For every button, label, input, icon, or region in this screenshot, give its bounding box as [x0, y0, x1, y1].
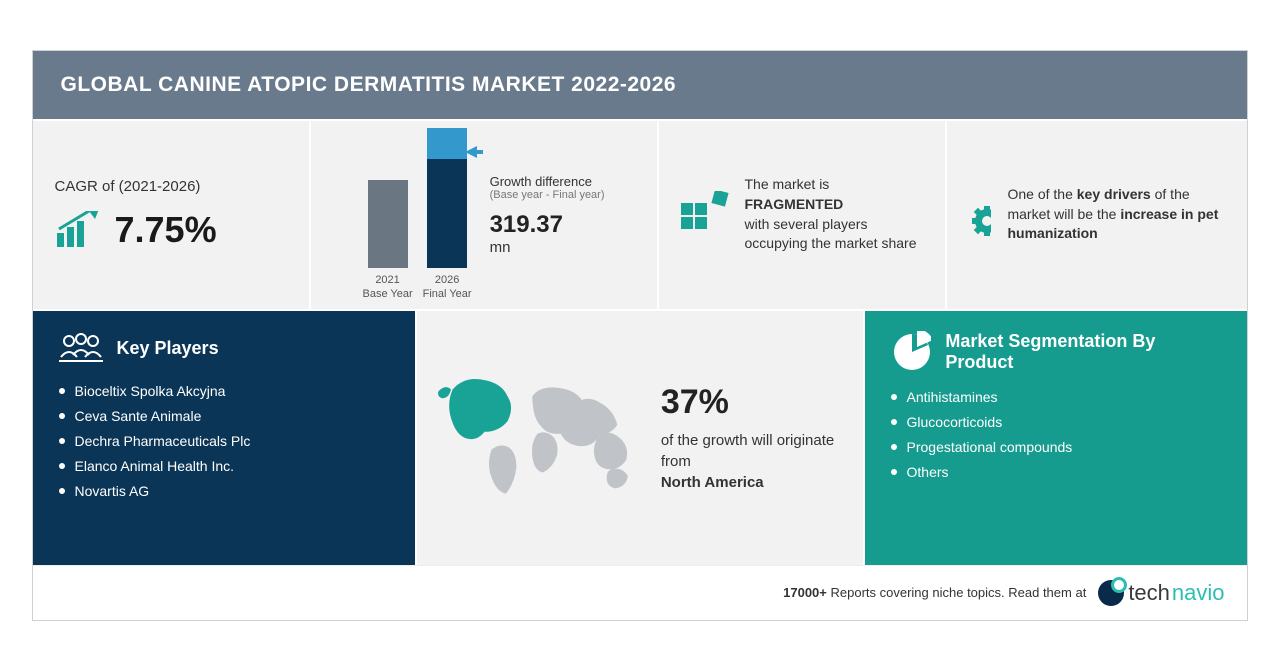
arrow-left-icon: [465, 144, 483, 160]
region-pct: 37%: [661, 383, 845, 422]
driver-text: One of the key drivers of the market wil…: [1007, 185, 1224, 244]
region-text-block: 37% of the growth will originate fromNor…: [661, 383, 845, 493]
list-item: Novartis AG: [59, 483, 389, 499]
stats-row: CAGR of (2021-2026) 7.75% 2021Base Year: [33, 119, 1247, 311]
header-title: GLOBAL CANINE ATOPIC DERMATITIS MARKET 2…: [61, 73, 677, 96]
key-players-title: Key Players: [117, 338, 219, 359]
gear-icon: [969, 189, 992, 241]
details-row: Key Players Bioceltix Spolka Akcyjna Cev…: [33, 311, 1247, 565]
cagr-value-row: 7.75%: [55, 209, 287, 251]
segmentation-list: Antihistamines Glucocorticoids Progestat…: [891, 389, 1221, 480]
header-bar: GLOBAL CANINE ATOPIC DERMATITIS MARKET 2…: [33, 51, 1247, 119]
footer: 17000+ Reports covering niche topics. Re…: [33, 565, 1247, 620]
region-text: of the growth will originate fromNorth A…: [661, 430, 845, 493]
bar-2021-rect: [368, 180, 408, 268]
logo-text-pre: tech: [1128, 580, 1170, 606]
growth-value: 319.37: [490, 211, 605, 239]
segmentation-title: Market Segmentation By Product: [945, 331, 1220, 373]
fragmented-panel: The market is FRAGMENTED with several pl…: [659, 121, 947, 309]
key-players-panel: Key Players Bioceltix Spolka Akcyjna Cev…: [33, 311, 415, 565]
list-item: Ceva Sante Animale: [59, 408, 389, 424]
logo-dot-icon: [1098, 580, 1124, 606]
pie-chart-icon: [891, 331, 932, 373]
list-item: Elanco Animal Health Inc.: [59, 458, 389, 474]
key-players-list: Bioceltix Spolka Akcyjna Ceva Sante Anim…: [59, 383, 389, 499]
list-item: Antihistamines: [891, 389, 1221, 405]
growth-title: Growth difference: [490, 174, 605, 189]
list-item: Glucocorticoids: [891, 414, 1221, 430]
segmentation-head: Market Segmentation By Product: [891, 331, 1221, 373]
growth-unit: mn: [490, 239, 605, 256]
segmentation-panel: Market Segmentation By Product Antihista…: [865, 311, 1247, 565]
key-players-head: Key Players: [59, 331, 389, 367]
footer-text: 17000+ Reports covering niche topics. Re…: [783, 585, 1086, 600]
bar-2026: 2026Final Year: [423, 128, 472, 300]
people-icon: [59, 331, 103, 367]
bar-2026-rect: [427, 128, 467, 268]
growth-subtitle: (Base year - Final year): [490, 189, 605, 201]
growth-bars: 2021Base Year 2026Final Year: [362, 128, 471, 300]
fragmented-text: The market is FRAGMENTED with several pl…: [745, 175, 923, 253]
region-panel: 37% of the growth will originate fromNor…: [415, 311, 865, 565]
brand-logo: technavio: [1098, 580, 1224, 606]
bar-2021: 2021Base Year: [362, 180, 412, 300]
logo-text-suf: navio: [1172, 580, 1225, 606]
bar-2026-label: 2026Final Year: [423, 274, 472, 300]
world-map-icon: [435, 363, 647, 513]
infographic-frame: GLOBAL CANINE ATOPIC DERMATITIS MARKET 2…: [32, 50, 1248, 621]
cagr-value: 7.75%: [115, 209, 217, 251]
growth-text: Growth difference (Base year - Final yea…: [490, 174, 605, 256]
bar-2021-label: 2021Base Year: [362, 274, 412, 300]
cagr-panel: CAGR of (2021-2026) 7.75%: [33, 121, 309, 309]
bar-chart-icon: [55, 211, 101, 249]
fragment-icon: [681, 191, 729, 239]
growth-panel: 2021Base Year 2026Final Year Growth diff…: [309, 121, 659, 309]
list-item: Bioceltix Spolka Akcyjna: [59, 383, 389, 399]
driver-panel: One of the key drivers of the market wil…: [947, 121, 1247, 309]
cagr-label: CAGR of (2021-2026): [55, 178, 287, 195]
list-item: Progestational compounds: [891, 439, 1221, 455]
list-item: Others: [891, 464, 1221, 480]
list-item: Dechra Pharmaceuticals Plc: [59, 433, 389, 449]
